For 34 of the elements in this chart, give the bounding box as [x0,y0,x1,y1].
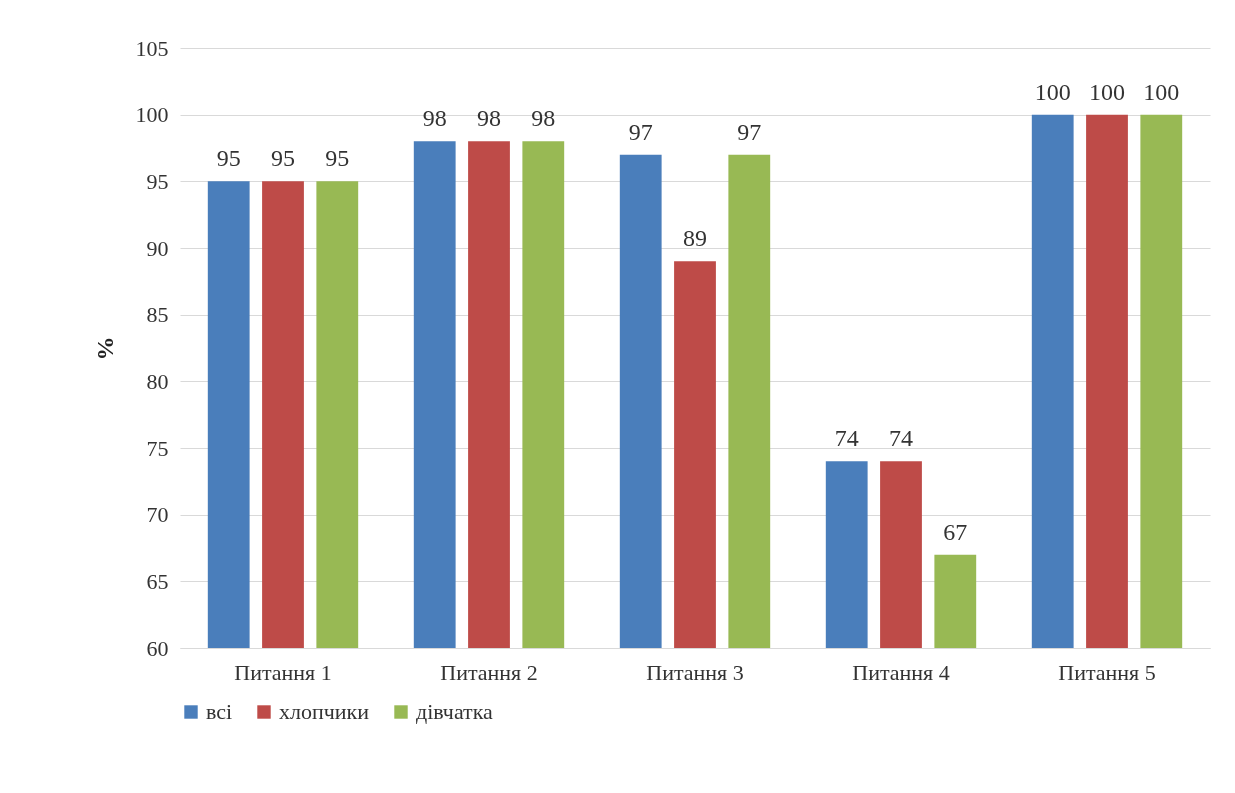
x-tick-label: Питання 3 [646,659,744,685]
y-tick-label: 95 [146,168,169,194]
y-tick-label: 70 [146,502,169,528]
x-tick-label: Питання 5 [1058,659,1156,685]
x-tick-label: Питання 4 [852,659,950,685]
data-label: 98 [422,105,447,132]
data-label: 95 [325,145,350,172]
data-label: 100 [1034,78,1071,105]
data-label: 67 [943,518,968,545]
y-axis-title: % [91,336,118,361]
legend-label: хлопчики [279,699,370,724]
data-label: 74 [889,425,913,452]
data-label: 95 [216,145,241,172]
data-label: 100 [1089,78,1125,105]
data-label: 100 [1143,78,1180,105]
data-label: 98 [531,105,556,132]
data-label: 97 [737,118,762,145]
y-tick-label: 80 [146,368,169,394]
y-tick-label: 60 [146,635,169,661]
data-label: 97 [628,118,653,145]
legend-label: всі [206,699,233,724]
x-tick-label: Питання 2 [440,659,538,685]
data-label: 98 [477,105,501,132]
y-tick-label: 65 [146,568,169,594]
data-label: 95 [271,145,295,172]
y-tick-label: 105 [135,35,169,61]
legend-label: дівчатка [416,699,494,724]
x-tick-label: Питання 1 [234,659,332,685]
y-tick-label: 75 [146,435,169,461]
y-tick-label: 85 [146,302,169,328]
y-tick-label: 100 [135,102,169,128]
data-label: 74 [834,425,859,452]
data-label: 89 [683,225,707,252]
y-tick-label: 90 [146,235,169,261]
